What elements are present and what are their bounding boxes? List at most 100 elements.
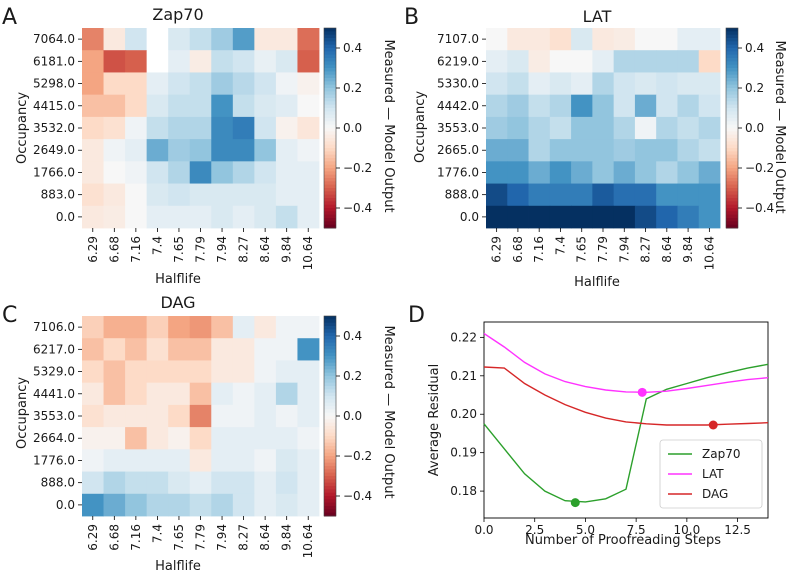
heatmap-cell [103,28,126,51]
heatmap-cell [82,316,104,339]
heatmap-cell [103,94,126,118]
x-tick-label: 0.0 [474,523,493,537]
colorbar-swatch [324,402,336,407]
y-tick-label: 5329.0 [33,365,75,379]
heatmap-cell [486,205,508,229]
colorbar-swatch [324,211,336,216]
heatmap-cell [146,493,169,517]
colorbar-swatch [324,406,336,410]
heatmap-cell [275,493,298,517]
colorbar-swatch [726,221,738,226]
y-tick-label: 5330.0 [437,77,479,91]
colorbar-swatch [726,101,738,106]
heatmap-cell [168,471,191,495]
colorbar-swatch [324,134,336,139]
heatmap-cell [275,404,298,428]
heatmap-cell [168,94,191,118]
heatmap-cell [103,161,126,184]
heatmap-cell [82,404,104,428]
heatmap-cell [528,94,551,118]
x-tick-label: 6.29 [86,524,100,551]
heatmap-cell [254,427,277,450]
colorbar-swatch [726,51,738,56]
heatmap-cell [549,139,572,162]
heatmap-cell [82,116,104,140]
heatmap-cell [82,471,104,495]
heatmap-cell [189,449,212,472]
colorbar-swatch [324,184,336,189]
colorbar-swatch [726,64,738,69]
heatmap-cell [103,50,126,73]
x-tick-label: 12.5 [724,523,751,537]
colorbar-swatch [324,332,336,337]
colorbar-swatch [324,94,336,99]
heatmap-cell [634,116,657,140]
heatmap-cell [254,94,277,118]
colorbar-swatch [324,188,336,192]
colorbar-swatch [324,429,336,434]
x-tick-label: 9.84 [280,236,294,263]
heatmap-cell [677,94,700,118]
colorbar-swatch [324,386,336,390]
colorbar-swatch [324,392,336,397]
colorbar-swatch [324,382,336,387]
x-tick-label: 10.64 [301,236,315,270]
heatmap-cell [82,205,104,229]
heatmap-cell [146,161,169,184]
colorbar-swatch [324,64,336,69]
heatmap-cell [82,360,104,384]
heatmap-cell [571,94,593,118]
y-tick-label: 1776.0 [33,453,75,467]
heatmap-cell [189,28,212,51]
colorbar-swatch [324,74,336,79]
heatmap-cell [275,427,298,450]
heatmap-cell [211,161,234,184]
colorbar-swatch [324,466,336,470]
colorbar-swatch [324,489,336,494]
heatmap-cell [698,139,721,162]
colorbar-tick-label: −0.4 [343,201,372,215]
heatmap-title: DAG [160,293,195,312]
heatmap-cell [125,116,148,140]
heatmap-cell [634,183,657,207]
legend-label-dag: DAG [702,487,728,501]
heatmap-cell [232,139,255,162]
colorbar-swatch [324,339,336,344]
colorbar-swatch [324,449,336,454]
colorbar-swatch [726,138,738,142]
heatmap-cell [549,161,572,184]
colorbar-swatch [726,61,738,66]
heatmap-cell [168,116,191,140]
colorbar-swatch [726,128,738,132]
heatmap-cell [677,139,700,162]
heatmap-cell [146,471,169,495]
heatmap-cell [211,116,234,140]
heatmap-cell [507,94,529,118]
line-chart-panel: 0.0 2.5 5.0 7.5 10.0 12.5 0.18 0.19 0.20 0.21 0.22… [427,321,769,548]
colorbar-swatch [324,426,336,430]
heatmap-cell [82,493,104,517]
heatmap-cell [211,449,234,472]
heatmap-cell [125,338,148,361]
colorbar-swatch [726,68,738,72]
colorbar-swatch [726,144,738,149]
colorbar-swatch [726,44,738,49]
heatmap-cell [232,316,255,339]
series-line-zap70 [483,363,769,503]
colorbar-swatch [324,114,336,119]
x-axis-label: Number of Proofreading Steps [525,533,721,548]
colorbar-swatch [324,88,336,92]
colorbar-swatch [726,98,738,102]
heatmap-cell [189,338,212,361]
colorbar-swatch [324,128,336,132]
heatmap-cell [275,28,298,51]
y-tick-label: 0.0 [460,210,479,224]
x-tick-label: 8.27 [237,524,251,551]
heatmap-cell [168,449,191,472]
heatmap-cell [275,161,298,184]
colorbar-swatch [324,58,336,62]
heatmap-cell [297,183,320,207]
y-tick-label: 2649.0 [33,143,75,157]
heatmap-cell [592,28,615,51]
legend-box [659,439,763,509]
